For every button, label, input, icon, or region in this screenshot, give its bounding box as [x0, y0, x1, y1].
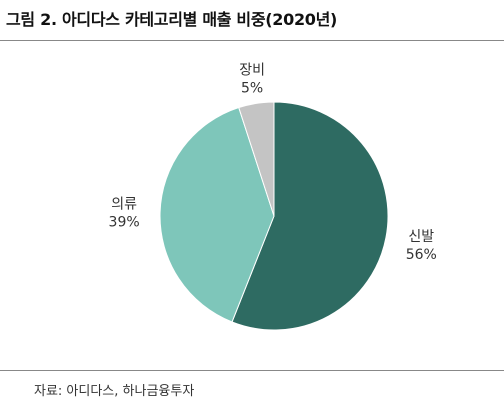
pie-slice-1 — [159, 106, 275, 323]
slice-label-0: 신발 — [408, 229, 434, 245]
bottom-rule — [0, 370, 504, 371]
slice-value-label-1: 39% — [109, 214, 140, 230]
pie-slice-0 — [231, 101, 389, 331]
slice-label-2: 장비 — [239, 63, 265, 79]
figure-title: 그림 2. 아디다스 카테고리별 매출 비중(2020년) — [6, 10, 338, 29]
source-note: 자료: 아디다스, 하나금융투자 — [34, 384, 195, 399]
slice-value-label-2: 5% — [241, 81, 263, 97]
pie-slice-2 — [238, 101, 275, 217]
top-rule — [0, 40, 504, 41]
slice-label-1: 의류 — [111, 196, 137, 212]
slice-value-label-0: 56% — [406, 247, 437, 263]
